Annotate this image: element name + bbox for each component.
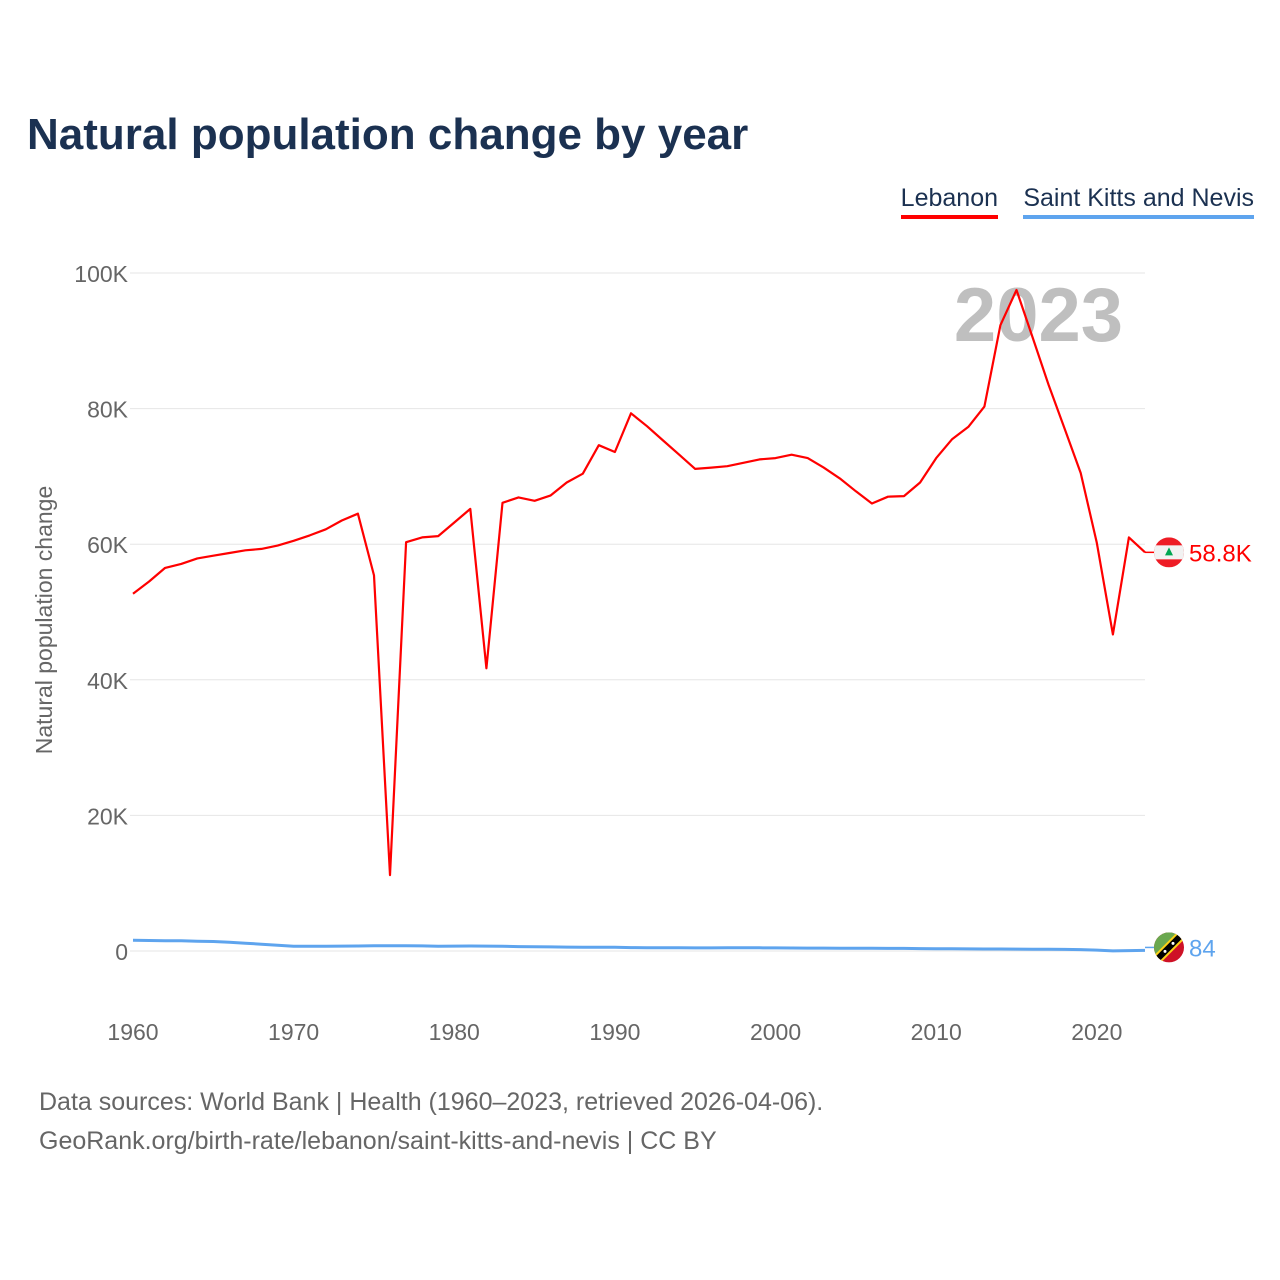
x-tick-label: 1960 bbox=[107, 1019, 158, 1045]
series-line-saint-kitts-and-nevis bbox=[132, 938, 1146, 953]
year-watermark: 2023 bbox=[954, 273, 1123, 358]
x-tick-label: 1990 bbox=[589, 1019, 640, 1045]
y-tick-label: 80K bbox=[87, 397, 129, 423]
lebanon-flag-icon bbox=[1154, 537, 1184, 568]
legend-item-saint-kitts-and-nevis[interactable]: Saint Kitts and Nevis bbox=[1023, 184, 1254, 219]
y-tick-label: 0 bbox=[115, 939, 128, 965]
x-tick-label: 1970 bbox=[268, 1019, 319, 1045]
x-tick-label: 2010 bbox=[911, 1019, 962, 1045]
chart-title: Natural population change by year bbox=[27, 110, 749, 159]
saint-kitts-and-nevis-flag-icon bbox=[1154, 932, 1184, 963]
x-tick-label: 2000 bbox=[750, 1019, 801, 1045]
end-value-label: 84 bbox=[1189, 935, 1216, 962]
y-tick-label: 40K bbox=[87, 668, 129, 694]
y-tick-label: 20K bbox=[87, 803, 129, 829]
end-value-label: 58.8K bbox=[1189, 540, 1252, 567]
y-axis-label: Natural population change bbox=[31, 486, 57, 755]
legend-item-lebanon[interactable]: Lebanon bbox=[900, 184, 998, 219]
series-line-lebanon bbox=[132, 288, 1146, 877]
y-tick-label: 60K bbox=[87, 532, 129, 558]
footer-attribution[interactable]: GeoRank.org/birth-rate/lebanon/saint-kit… bbox=[39, 1127, 717, 1155]
x-tick-label: 2020 bbox=[1071, 1019, 1122, 1045]
y-tick-label: 100K bbox=[74, 261, 128, 287]
footer-source: Data sources: World Bank | Health (1960–… bbox=[39, 1088, 824, 1116]
x-tick-label: 1980 bbox=[429, 1019, 480, 1045]
